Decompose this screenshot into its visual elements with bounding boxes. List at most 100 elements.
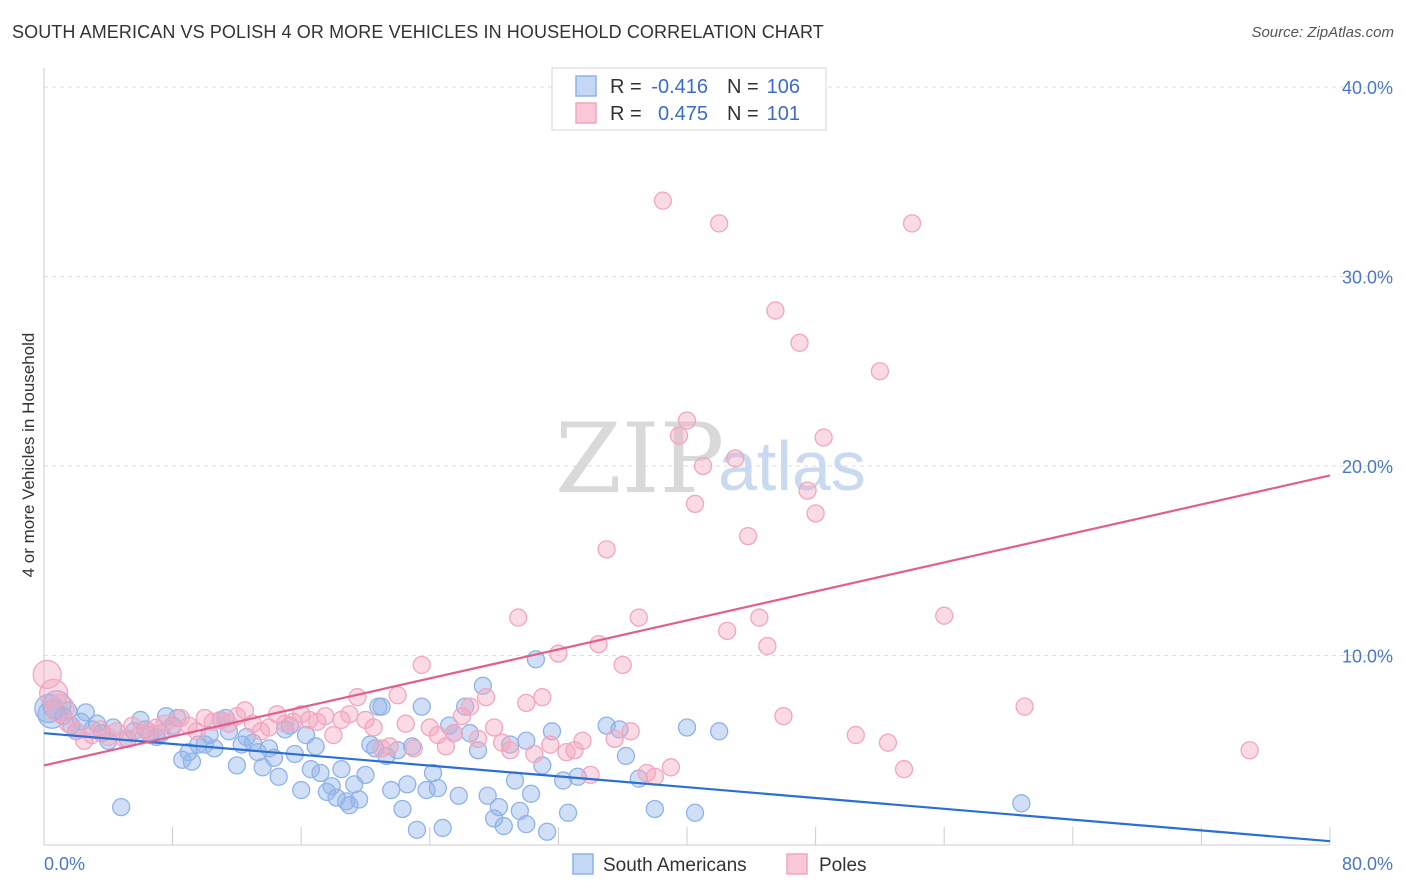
south-american-point	[494, 816, 513, 836]
pole-point	[798, 481, 817, 500]
bottom-legend-swatch-poles	[786, 853, 808, 875]
pole-point	[726, 449, 745, 468]
pole-point	[541, 735, 560, 754]
south-american-point	[301, 760, 320, 779]
chart-title: SOUTH AMERICAN VS POLISH 4 OR MORE VEHIC…	[12, 22, 824, 42]
legend-r-label-2: R =	[610, 103, 642, 125]
pole-point	[436, 737, 456, 756]
south-american-point	[428, 778, 447, 798]
pole-point	[597, 540, 616, 559]
pole-point	[235, 701, 255, 720]
pole-point	[774, 706, 793, 726]
south-american-point	[505, 771, 525, 790]
pole-point	[517, 693, 536, 713]
south-american-point	[685, 803, 705, 822]
y-tick-label: 40.0%	[1342, 78, 1393, 98]
south-american-point	[393, 799, 412, 819]
trend-lines	[43, 474, 1331, 843]
pole-point	[645, 767, 664, 786]
bottom-legend-label-south-americans: South Americans	[603, 855, 747, 876]
pole-point	[1015, 697, 1034, 716]
top-legend: R = -0.416 N = 106 R = 0.475 N = 101	[551, 67, 827, 131]
pole-point	[388, 686, 407, 705]
pole-point	[1240, 741, 1259, 760]
south-american-point	[484, 809, 504, 828]
pole-point	[364, 718, 383, 737]
south-american-point	[645, 799, 664, 819]
pole-point	[758, 636, 777, 656]
pole-point	[693, 456, 713, 476]
pole-point	[444, 724, 464, 743]
south-american-point	[517, 815, 536, 834]
pole-point	[605, 729, 624, 749]
pole-point	[380, 737, 399, 756]
south-american-point	[616, 746, 636, 766]
pole-point	[412, 655, 431, 675]
y-tick-labels: 10.0% 20.0% 30.0% 40.0%	[1342, 78, 1393, 667]
legend-r-value-1: -0.416	[651, 76, 708, 98]
pole-point	[316, 706, 335, 726]
pole-point	[894, 760, 914, 779]
south-american-point	[340, 796, 359, 815]
legend-swatch-south-americans	[575, 75, 597, 97]
pole-point	[501, 741, 520, 760]
south-american-point	[369, 697, 388, 716]
south-american-point	[489, 797, 509, 817]
south-american-point	[227, 756, 247, 775]
pole-point	[750, 608, 769, 627]
series-poles-points	[32, 191, 1259, 786]
south-american-point	[311, 763, 330, 783]
south-american-point	[356, 765, 375, 785]
pole-point	[870, 362, 890, 381]
pole-point	[902, 214, 922, 233]
pole-point	[38, 678, 69, 709]
pole-point	[476, 688, 496, 707]
chart-source: Source: ZipAtlas.com	[1251, 24, 1394, 41]
south-american-point	[112, 797, 131, 817]
south-american-point	[407, 820, 427, 839]
south-american-point	[42, 690, 72, 720]
pole-point	[661, 758, 681, 777]
watermark: ZIP atlas	[555, 403, 866, 515]
south-american-point	[1012, 794, 1031, 813]
pole-point	[629, 608, 648, 627]
pole-point	[766, 301, 785, 320]
pole-point	[718, 621, 737, 641]
south-american-point	[521, 784, 541, 803]
south-american-point	[322, 777, 341, 796]
legend-r-label-1: R =	[610, 76, 642, 98]
legend-n-value-2: 101	[767, 103, 800, 125]
pole-point	[613, 655, 632, 675]
y-tick-label: 20.0%	[1342, 457, 1393, 477]
pole-point	[525, 744, 544, 764]
pole-point	[653, 191, 673, 210]
pole-point	[460, 697, 480, 716]
trend-line-south-americans	[43, 732, 1331, 843]
south-american-point	[37, 699, 67, 729]
pole-point	[846, 725, 865, 745]
south-american-point	[76, 703, 95, 722]
legend-n-value-1: 106	[767, 76, 800, 98]
south-american-point	[417, 780, 436, 800]
south-american-point	[478, 786, 497, 805]
pole-point	[396, 714, 415, 733]
pole-point	[677, 411, 697, 430]
bottom-legend: South Americans Poles	[572, 853, 867, 876]
south-american-point	[677, 718, 697, 737]
pole-point	[814, 428, 833, 447]
south-american-point	[349, 790, 369, 809]
pole-point	[573, 731, 592, 750]
legend-swatch-poles	[575, 102, 597, 124]
pole-point	[806, 504, 825, 523]
pole-point	[404, 739, 423, 758]
south-american-point	[398, 775, 417, 794]
south-american-point	[292, 780, 311, 800]
pole-point	[468, 729, 488, 749]
pole-point	[710, 214, 729, 233]
south-american-point	[449, 786, 468, 805]
south-american-point	[195, 735, 214, 754]
pole-point	[669, 426, 689, 445]
y-tick-label: 10.0%	[1342, 646, 1393, 666]
legend-n-label-1: N =	[727, 76, 759, 98]
